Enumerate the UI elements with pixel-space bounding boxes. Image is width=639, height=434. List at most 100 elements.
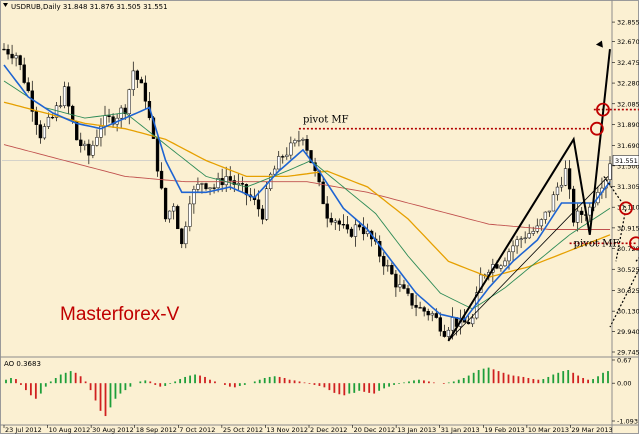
candle-body xyxy=(309,150,313,163)
candle-body xyxy=(571,188,576,223)
candle-body xyxy=(422,307,426,312)
candle-body xyxy=(127,89,131,115)
y-tick-label: 30.525 xyxy=(617,266,639,274)
candle-body xyxy=(515,239,519,247)
candle-body xyxy=(446,329,451,337)
candle-body xyxy=(54,105,59,118)
candle-body xyxy=(349,228,354,237)
candle-body xyxy=(14,55,18,59)
candle-body xyxy=(378,241,382,257)
candle-body xyxy=(333,220,337,223)
candle-body xyxy=(539,219,543,227)
candle-body xyxy=(184,226,188,245)
candle-body xyxy=(46,116,51,127)
candle-body xyxy=(208,187,212,190)
candle-body xyxy=(523,237,527,240)
x-tick-label: 23 Jul 2012 xyxy=(5,426,42,434)
candle-body xyxy=(507,251,511,262)
candle-body xyxy=(466,322,471,325)
candle-body xyxy=(406,288,410,294)
candle-body xyxy=(382,256,386,267)
candle-body xyxy=(123,107,127,115)
candle-body xyxy=(200,183,204,185)
x-tick-label: 31 Jan 2013 xyxy=(441,426,480,434)
candle-body xyxy=(450,317,455,331)
candle-body xyxy=(547,210,552,213)
candle-body xyxy=(470,317,475,325)
candle-body xyxy=(345,224,350,230)
candle-body xyxy=(99,126,103,138)
candle-body xyxy=(95,137,99,146)
y-tick-label: 32.855 xyxy=(617,19,639,27)
support-trendline xyxy=(448,176,609,342)
candle-body xyxy=(305,139,309,151)
candle-body xyxy=(285,154,289,157)
candle-body xyxy=(139,79,144,84)
candle-body xyxy=(260,208,265,220)
candle-body xyxy=(151,117,156,139)
candle-body xyxy=(176,206,180,230)
candle-body xyxy=(438,317,442,332)
candle-body xyxy=(18,55,22,66)
candle-body xyxy=(42,126,47,139)
candle-body xyxy=(418,307,422,309)
candle-body xyxy=(228,176,232,181)
candle-body xyxy=(398,284,402,288)
candle-body xyxy=(50,116,55,119)
candle-body xyxy=(38,124,43,139)
candle-body xyxy=(180,228,184,245)
candle-body xyxy=(608,163,612,180)
candle-body xyxy=(563,168,568,186)
candle-body xyxy=(256,199,261,210)
candle-body xyxy=(216,178,220,189)
candle-body xyxy=(79,139,83,146)
candle-body xyxy=(131,70,135,90)
y-tick-label: 32.475 xyxy=(617,59,639,67)
candle-body xyxy=(163,187,168,220)
x-tick-label: 10 Mar 2013 xyxy=(528,426,569,434)
candle-body xyxy=(204,183,208,190)
candle-body xyxy=(390,265,394,275)
candle-body xyxy=(402,284,406,289)
y-tick-label: 29.940 xyxy=(617,328,639,336)
y-tick-label: 30.130 xyxy=(617,308,639,316)
candle-body xyxy=(426,311,430,316)
candle-body xyxy=(503,260,507,267)
candle-body xyxy=(357,224,362,228)
symbol-dropdown-icon xyxy=(3,3,8,7)
candle-body xyxy=(567,168,572,190)
candle-body xyxy=(430,313,434,316)
watermark-text: Masterforex-V xyxy=(60,304,180,325)
y-tick-label: 29.745 xyxy=(617,349,639,357)
candle-body xyxy=(321,181,325,205)
candle-body xyxy=(297,140,301,142)
x-tick-label: 19 Feb 2013 xyxy=(484,426,524,434)
candle-body xyxy=(273,168,277,175)
candle-body xyxy=(414,304,418,308)
candle-body xyxy=(325,203,329,219)
y-tick-label: 32.085 xyxy=(617,100,639,108)
candle-body xyxy=(527,233,531,239)
x-tick-label: 10 Aug 2012 xyxy=(49,426,91,434)
ma-long-line xyxy=(3,144,610,230)
x-tick-label: 25 Oct 2012 xyxy=(223,426,263,434)
candle-body xyxy=(87,143,91,156)
indicator-label: AO 0.3683 xyxy=(4,360,41,368)
candle-body xyxy=(588,206,592,216)
candle-body xyxy=(281,156,285,158)
candle-body xyxy=(394,273,398,288)
candle-body xyxy=(293,140,297,144)
last-price-box xyxy=(612,155,639,166)
candle-body xyxy=(172,206,176,212)
candle-body xyxy=(212,187,216,189)
candle-body xyxy=(83,143,87,146)
ma-slow-line xyxy=(3,101,611,278)
chart-header-text: USDRUB,Daily 31.848 31.876 31.505 31.551 xyxy=(11,3,168,11)
y-tick-label: 30.915 xyxy=(617,224,639,232)
x-tick-label: 30 Aug 2012 xyxy=(92,426,134,434)
candle-body xyxy=(289,142,293,156)
candle-body xyxy=(341,224,346,226)
indicator-tick-label: 0.67 xyxy=(617,357,631,365)
candle-body xyxy=(576,210,580,223)
